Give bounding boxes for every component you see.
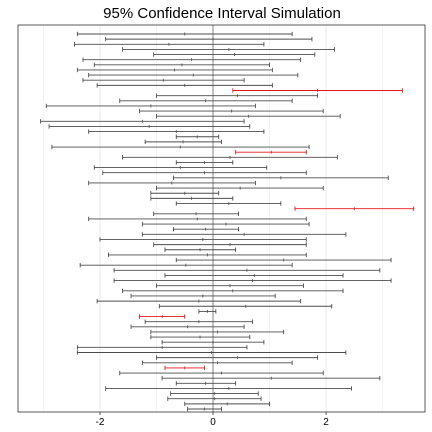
interval [175,160,234,165]
interval [74,42,265,47]
x-axis: -2 0 2 [96,412,329,428]
interval [51,144,310,150]
interval [150,191,220,196]
interval-miss [294,206,415,211]
x-tick-label: -2 [96,417,105,428]
plot-frame [17,24,426,413]
interval [88,216,307,222]
interval [119,370,324,376]
interval [76,350,347,355]
interval-miss [235,149,307,155]
interval-miss [164,365,205,371]
interval [175,381,237,386]
interval [48,124,251,129]
interval [156,113,341,119]
interval [76,31,293,37]
interval [119,98,293,103]
interval [141,221,310,227]
interval [82,78,245,83]
interval [175,134,220,139]
x-tick-label: 0 [210,417,216,428]
interval-miss [232,88,403,93]
interval [156,185,324,191]
interval [113,268,381,273]
interval [167,396,262,401]
interval [96,83,273,88]
interval [150,334,251,340]
interval [170,391,259,396]
interval [113,278,392,283]
interval [88,129,265,134]
interval [107,252,307,258]
interval [150,196,234,201]
interval [130,293,276,299]
interval [141,360,293,365]
interval [76,67,273,73]
interval [141,232,347,237]
interval-series [40,31,415,412]
chart-title: 95% Confidence Interval Simulation [103,5,341,22]
interval-miss [139,314,186,319]
interval [164,247,237,252]
interval [173,175,389,181]
interval [93,62,270,68]
interval [76,345,248,350]
interval [153,52,316,57]
interval [82,57,302,62]
interval [144,139,222,145]
interval [164,273,344,278]
interval [161,375,381,381]
interval [96,298,302,304]
interval [156,93,319,98]
interval [187,406,222,412]
interval [79,262,293,268]
interval [122,47,336,52]
interval [102,170,307,175]
interval [175,201,282,206]
interval [40,119,245,124]
interval [144,319,254,324]
interval [122,155,338,160]
interval [93,165,268,170]
interval [175,257,392,263]
interval [105,386,352,391]
interval [99,237,307,242]
interval [130,324,245,330]
interval [153,211,239,216]
x-tick-label: 2 [323,417,329,428]
interval [161,340,265,345]
interval [158,304,333,309]
interval [184,401,270,407]
interval [88,180,256,186]
interval [153,242,307,247]
interval [139,108,324,114]
interval [88,72,299,78]
interval [173,227,239,232]
interval [150,329,285,335]
interval [45,103,256,109]
interval [156,283,304,288]
interval [122,288,344,294]
interval [156,355,319,360]
interval [198,309,217,314]
interval [105,36,313,42]
